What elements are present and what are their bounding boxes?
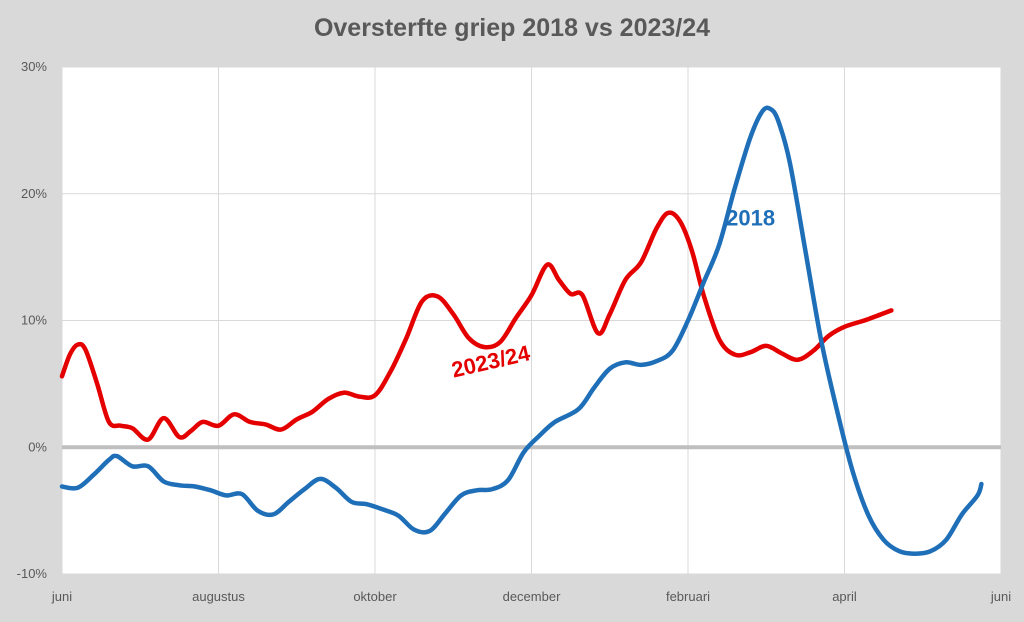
- y-axis-ticks: -10% 0% 10% 20% 30%: [17, 59, 48, 581]
- x-tick-label: augustus: [192, 589, 245, 604]
- x-tick-label: juni: [51, 589, 72, 604]
- series-line-2018: [59, 105, 984, 556]
- chart-title: Oversterfte griep 2018 vs 2023/24: [313, 14, 711, 42]
- series-line-2023-24: [59, 210, 894, 442]
- y-tick-label: 30%: [21, 59, 47, 74]
- x-tick-label: april: [832, 589, 857, 604]
- x-tick-label: oktober: [353, 589, 397, 604]
- x-axis-ticks: juni augustus oktober december februari april…: [51, 589, 1011, 604]
- x-tick-label: februari: [666, 589, 710, 604]
- y-tick-label: 20%: [21, 186, 47, 201]
- series-lines: [59, 105, 984, 556]
- x-tick-label: juni: [990, 589, 1011, 604]
- grid-lines: [61, 66, 1002, 575]
- y-tick-label: 0%: [28, 439, 47, 454]
- series-label-2018: 2018: [726, 205, 775, 230]
- y-tick-label: -10%: [17, 566, 48, 581]
- y-tick-label: 10%: [21, 313, 47, 328]
- x-tick-label: december: [503, 589, 561, 604]
